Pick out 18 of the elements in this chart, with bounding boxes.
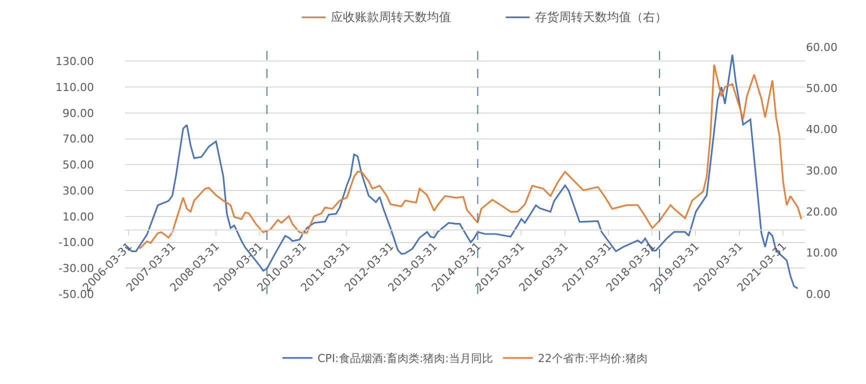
y-tick-label: 10.00 (62, 210, 94, 224)
text: 应收账款周转天数均值 (331, 10, 451, 24)
legend-label: CPI:食品烟酒:畜肉类:猪肉:当月同比 (318, 352, 493, 366)
text: 存货周转天数均值（右） (535, 10, 667, 24)
y2-tick-label: 40.00 (806, 123, 838, 136)
y-tick-label: 130.00 (56, 55, 94, 68)
y-tick-label: 30.00 (62, 184, 94, 198)
y2-tick-label: 30.00 (806, 164, 838, 178)
y-tick-label: 70.00 (62, 132, 94, 146)
y2-tick-label: 0.00 (806, 288, 830, 301)
y2-tick-label: 50.00 (806, 82, 838, 96)
y2-tick-label: 20.00 (806, 206, 838, 219)
y-tick-label: 110.00 (56, 80, 94, 94)
y2-tick-label: 10.00 (806, 246, 838, 260)
y2-tick-label: 60.00 (806, 40, 838, 54)
legend-label: 22个省市:平均价:猪肉 (538, 352, 648, 366)
y-tick-label: 50.00 (62, 158, 94, 172)
y-tick-label: 90.00 (62, 106, 94, 120)
